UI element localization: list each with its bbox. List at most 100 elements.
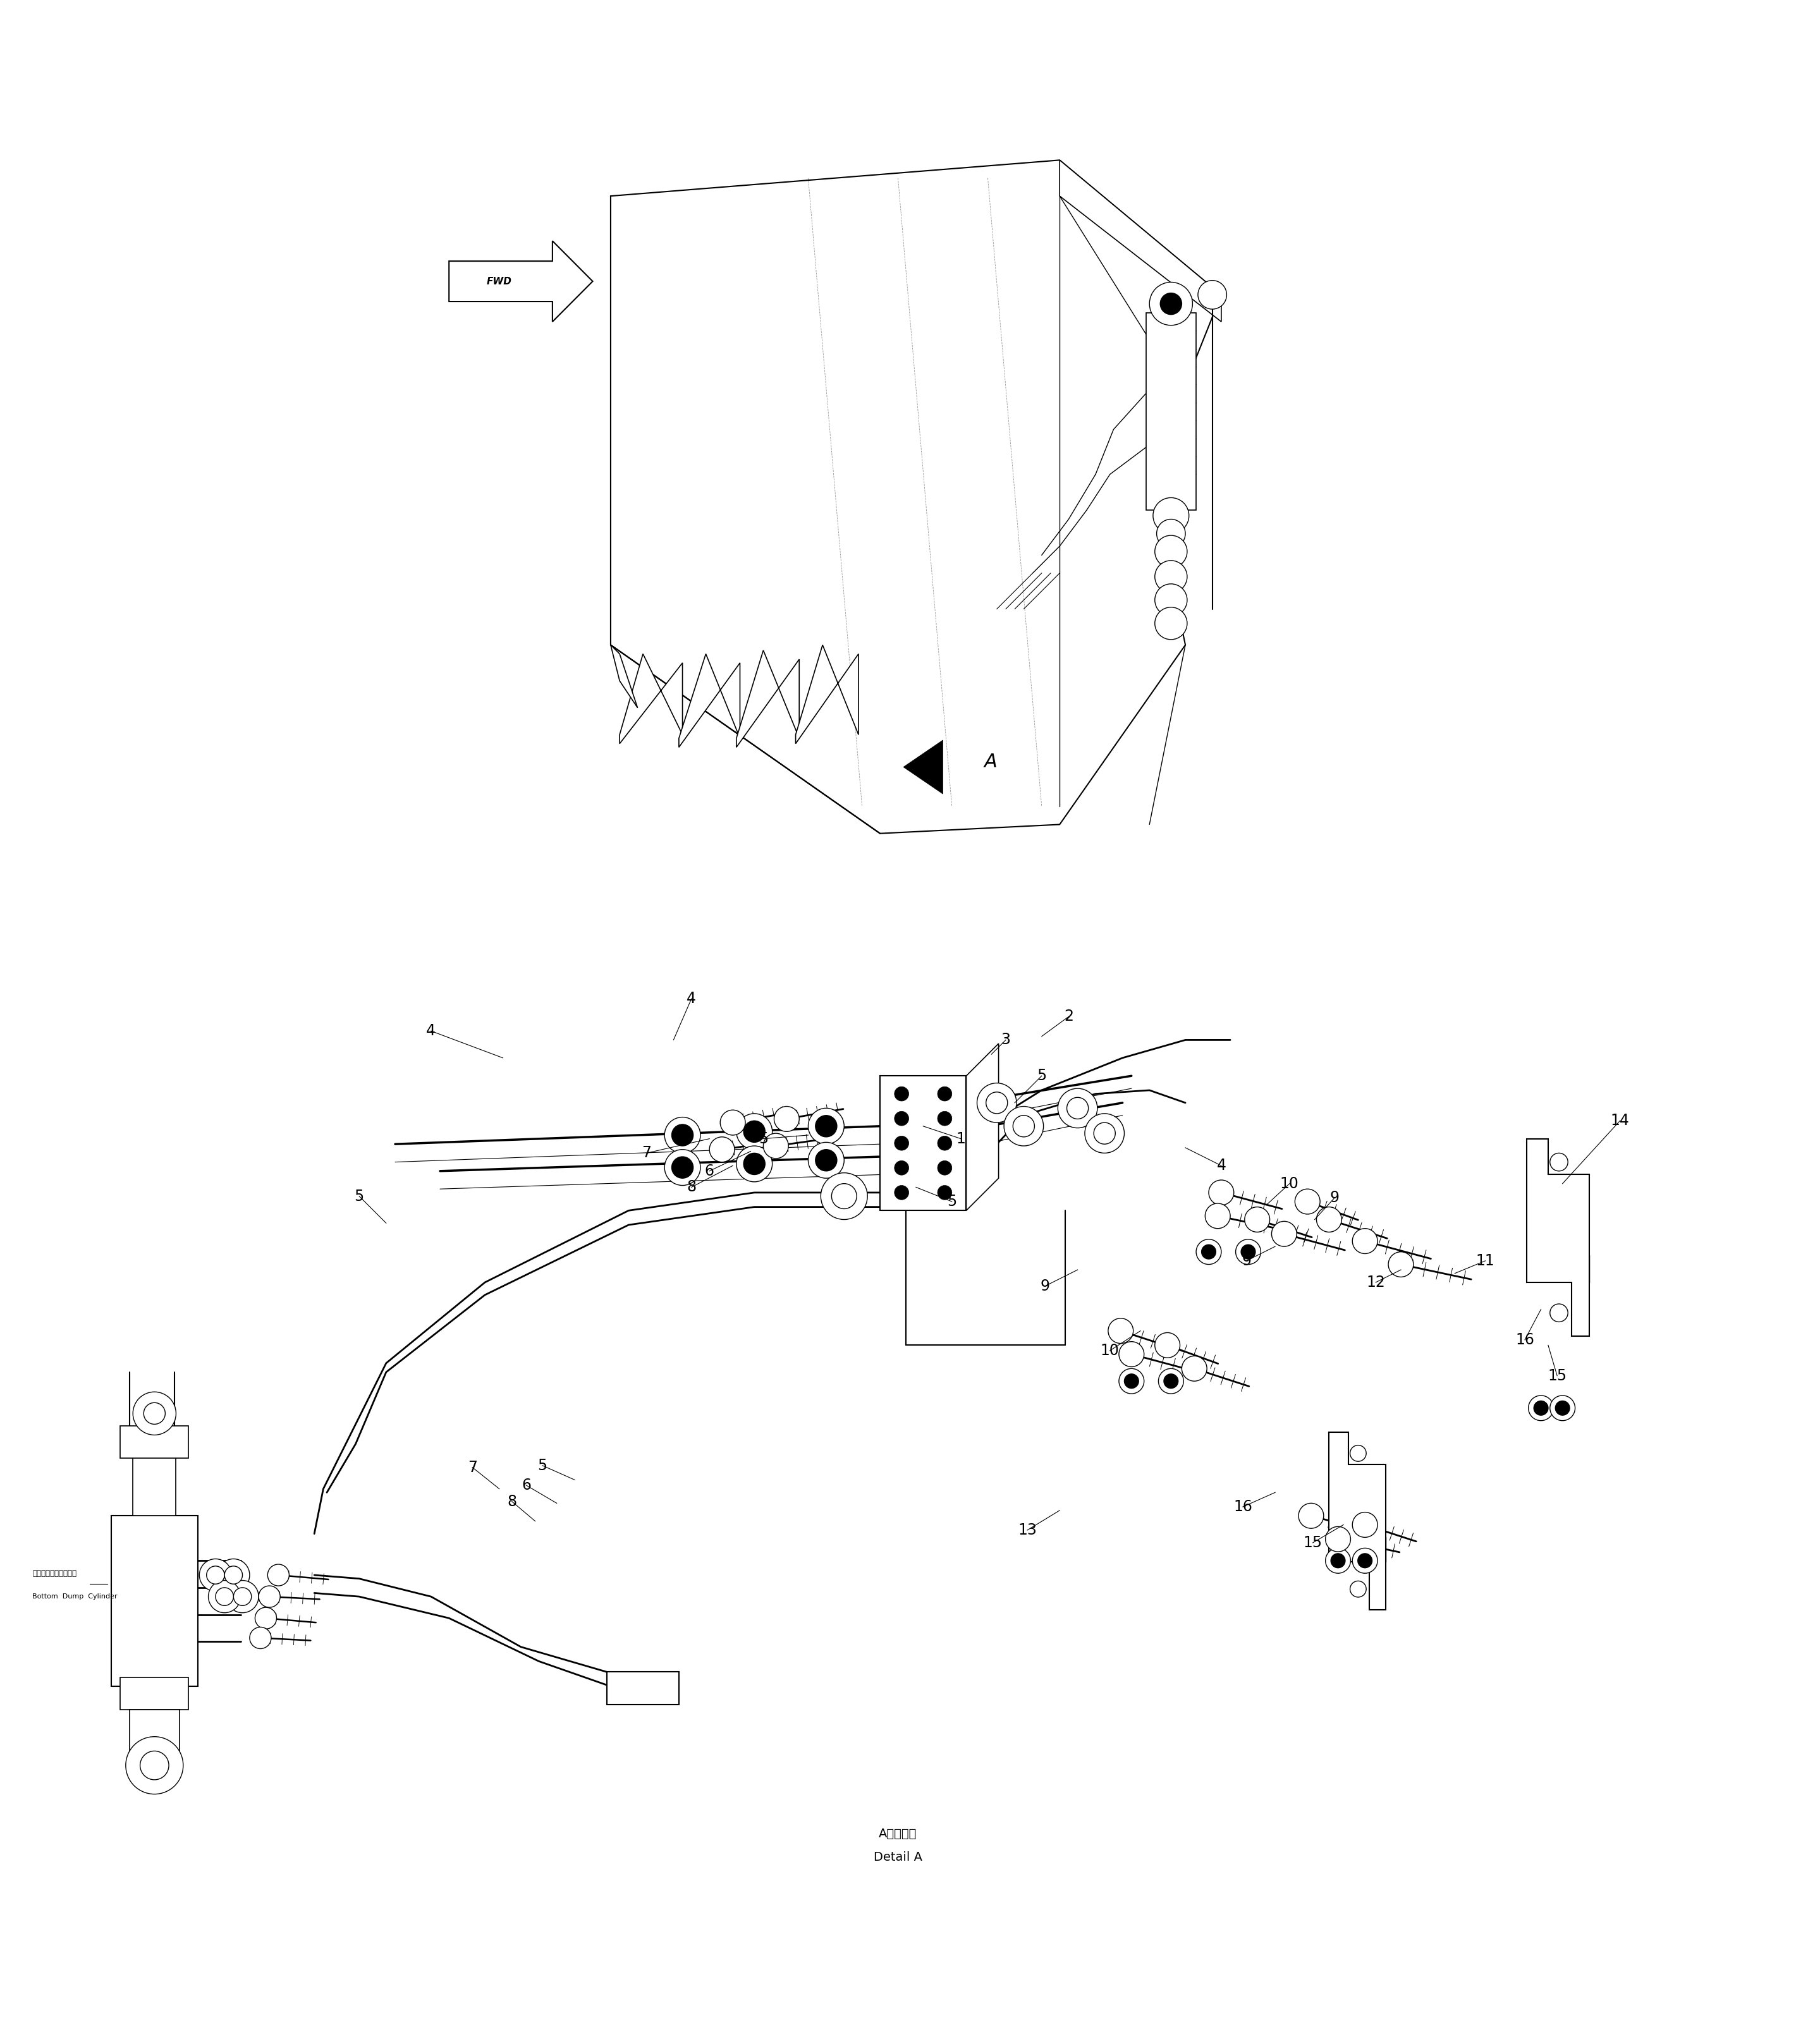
Bar (133, 1453, 176, 1517)
Circle shape (821, 1173, 867, 1220)
Circle shape (207, 1566, 225, 1584)
Circle shape (1272, 1222, 1297, 1247)
Circle shape (774, 1106, 799, 1132)
Text: 16: 16 (1516, 1333, 1534, 1347)
Circle shape (938, 1087, 952, 1102)
Circle shape (1155, 536, 1187, 568)
Circle shape (1153, 497, 1189, 533)
Circle shape (1108, 1318, 1133, 1343)
Circle shape (1085, 1114, 1124, 1153)
Text: 7: 7 (467, 1459, 478, 1476)
Circle shape (1555, 1400, 1570, 1414)
Circle shape (1550, 1304, 1568, 1322)
Circle shape (1528, 1396, 1554, 1421)
Circle shape (1094, 1122, 1115, 1145)
Circle shape (1245, 1206, 1270, 1233)
Polygon shape (679, 654, 740, 748)
Polygon shape (611, 646, 638, 707)
Circle shape (250, 1627, 271, 1650)
Circle shape (1155, 1333, 1180, 1357)
Circle shape (1550, 1153, 1568, 1171)
Circle shape (1352, 1228, 1378, 1253)
Circle shape (1358, 1553, 1372, 1568)
Circle shape (1351, 1445, 1367, 1461)
Bar (129, 1709, 180, 1754)
Circle shape (1352, 1547, 1378, 1574)
Bar (120, 1678, 189, 1709)
Circle shape (1182, 1355, 1207, 1382)
Circle shape (938, 1136, 952, 1151)
Circle shape (1198, 280, 1227, 309)
Circle shape (1241, 1245, 1255, 1259)
Text: FWD: FWD (487, 276, 512, 286)
Circle shape (744, 1153, 765, 1175)
Text: 8: 8 (686, 1179, 697, 1196)
Bar (1146, 313, 1196, 511)
Polygon shape (966, 1044, 999, 1210)
Circle shape (1196, 1239, 1221, 1265)
Circle shape (938, 1112, 952, 1126)
Text: 6: 6 (704, 1163, 715, 1179)
Polygon shape (620, 654, 682, 744)
Polygon shape (449, 241, 593, 321)
Text: 5: 5 (946, 1194, 957, 1210)
Text: 4: 4 (426, 1024, 436, 1038)
Text: Detail A: Detail A (873, 1852, 923, 1862)
Circle shape (255, 1607, 277, 1629)
Text: 9: 9 (1040, 1278, 1051, 1294)
Circle shape (140, 1752, 169, 1780)
Text: ボトムダンプシリンダ: ボトムダンプシリンダ (32, 1570, 77, 1578)
Text: 2: 2 (1063, 1010, 1074, 1024)
Bar (120, 1427, 189, 1457)
Text: 16: 16 (1234, 1498, 1252, 1515)
Circle shape (986, 1091, 1008, 1114)
Circle shape (1157, 519, 1185, 548)
Circle shape (894, 1186, 909, 1200)
Text: 14: 14 (1611, 1114, 1629, 1128)
Text: 6: 6 (521, 1478, 532, 1492)
Text: 9: 9 (1329, 1190, 1340, 1206)
Circle shape (1067, 1098, 1088, 1118)
Polygon shape (1329, 1433, 1385, 1611)
Circle shape (133, 1392, 176, 1435)
Circle shape (1295, 1190, 1320, 1214)
Circle shape (259, 1586, 280, 1607)
Circle shape (720, 1110, 745, 1134)
Text: A: A (984, 752, 997, 771)
Polygon shape (796, 646, 858, 744)
Circle shape (938, 1186, 952, 1200)
Text: 1: 1 (955, 1130, 966, 1147)
Circle shape (1316, 1206, 1342, 1233)
Text: A　詳　細: A 詳 細 (878, 1827, 918, 1840)
Circle shape (1236, 1239, 1261, 1265)
Circle shape (832, 1183, 857, 1208)
Polygon shape (1527, 1139, 1589, 1337)
Circle shape (1202, 1245, 1216, 1259)
Circle shape (1534, 1400, 1548, 1414)
Circle shape (226, 1580, 259, 1613)
Text: 10: 10 (1101, 1343, 1119, 1357)
Circle shape (208, 1580, 241, 1613)
Circle shape (1550, 1396, 1575, 1421)
Circle shape (1058, 1089, 1097, 1128)
Text: 10: 10 (1281, 1175, 1299, 1192)
Circle shape (894, 1136, 909, 1151)
Circle shape (1325, 1547, 1351, 1574)
Circle shape (1119, 1369, 1144, 1394)
Circle shape (1164, 1374, 1178, 1388)
Circle shape (1004, 1106, 1043, 1147)
Circle shape (1119, 1341, 1144, 1367)
Text: 3: 3 (1000, 1032, 1011, 1047)
Circle shape (233, 1588, 251, 1607)
Bar (111, 1517, 198, 1686)
Circle shape (894, 1161, 909, 1175)
Circle shape (1124, 1374, 1139, 1388)
Text: 15: 15 (1548, 1367, 1566, 1384)
Text: 12: 12 (1367, 1275, 1385, 1290)
Circle shape (815, 1116, 837, 1136)
Circle shape (808, 1143, 844, 1177)
Circle shape (1149, 282, 1193, 325)
Circle shape (1209, 1179, 1234, 1206)
Circle shape (672, 1124, 693, 1147)
Circle shape (736, 1114, 772, 1149)
